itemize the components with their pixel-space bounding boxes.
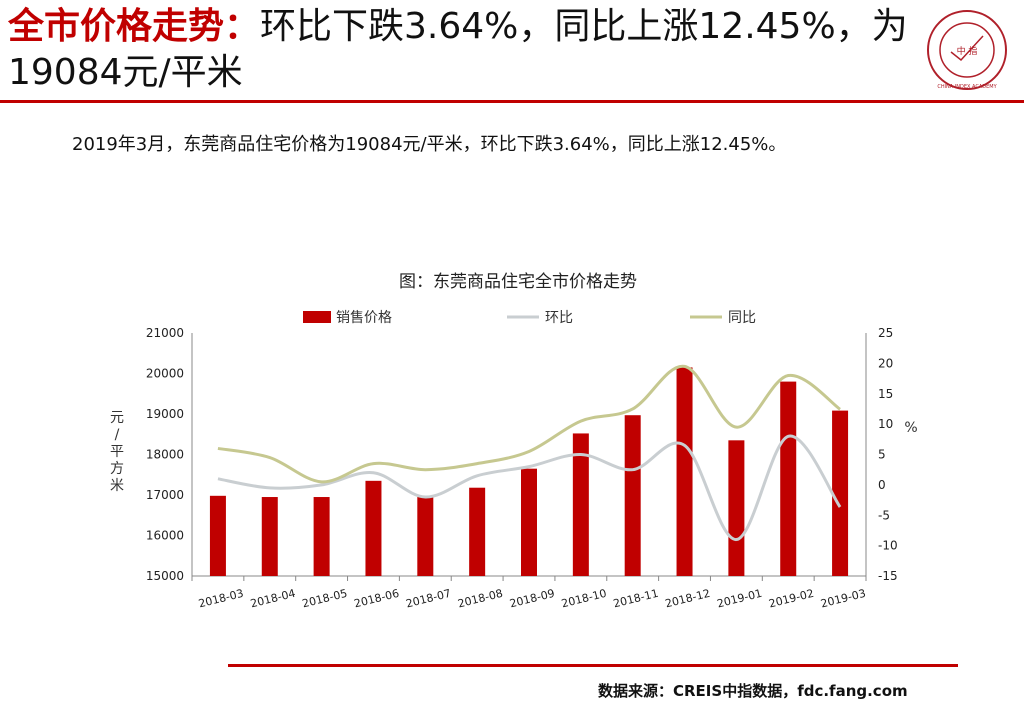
x-axis-tick-label: 2018-03 (197, 587, 245, 611)
bar-sales-price (209, 495, 226, 576)
logo-ring-text: CHINA INDEX ACADEMY (937, 84, 997, 90)
bar-sales-price (728, 440, 745, 576)
x-axis-tick-label: 2018-07 (405, 587, 453, 611)
left-axis-tick-label: 21000 (146, 326, 184, 340)
bar-sales-price (780, 381, 797, 576)
x-axis-tick-label: 2018-12 (664, 587, 712, 611)
bar-sales-price (676, 367, 693, 576)
left-axis-label: 平 (110, 444, 124, 460)
bar-sales-price (521, 468, 537, 576)
left-axis-label: / (115, 427, 120, 443)
left-axis-tick-label: 17000 (146, 488, 184, 502)
x-axis-tick-label: 2018-04 (249, 587, 297, 611)
page-title-lead: 全市价格走势： (8, 6, 261, 47)
x-axis-tick-label: 2018-05 (301, 587, 349, 611)
right-axis-tick-label: -10 (878, 539, 898, 553)
bar-sales-price (261, 497, 278, 576)
left-axis-tick-label: 18000 (146, 448, 184, 462)
right-axis-tick-label: 5 (878, 448, 886, 462)
summary-text: 2019年3月，东莞商品住宅价格为19084元/平米，环比下跌3.64%，同比上… (72, 134, 787, 155)
bar-sales-price (469, 487, 486, 576)
right-axis-tick-label: -15 (878, 569, 898, 583)
china-index-academy-logo: 中 指 CHINA INDEX ACADEMY (927, 10, 1007, 90)
left-axis-label: 元 (110, 410, 124, 426)
left-axis-tick-label: 15000 (146, 569, 184, 583)
x-axis-tick-label: 2018-09 (508, 587, 556, 611)
bar-sales-price (572, 433, 589, 576)
line-mom (217, 434, 842, 542)
left-axis-label: 米 (110, 478, 124, 494)
data-source: 数据来源：CREIS中指数据，fdc.fang.com (598, 682, 908, 700)
legend-label: 环比 (545, 310, 573, 326)
right-axis-label: % (904, 420, 917, 436)
left-axis-tick-label: 19000 (146, 407, 184, 421)
bar-sales-price (417, 497, 434, 576)
x-axis-tick-label: 2019-03 (819, 587, 867, 611)
chart-title: 图：东莞商品住宅全市价格走势 (399, 272, 637, 292)
x-axis-tick-label: 2018-08 (456, 587, 504, 611)
right-axis-tick-label: 20 (878, 356, 893, 370)
title-divider (0, 100, 1024, 103)
right-axis-tick-label: 0 (878, 478, 886, 492)
x-axis-tick-label: 2018-06 (353, 587, 401, 611)
x-axis-tick-label: 2019-02 (768, 587, 816, 611)
footer-divider (228, 664, 958, 667)
logo-text: 中 指 (957, 45, 978, 57)
legend-swatch-bar (303, 311, 331, 323)
legend-label: 销售价格 (336, 310, 392, 326)
right-axis-tick-label: -5 (878, 508, 890, 522)
right-axis-tick-label: 25 (878, 326, 893, 340)
bar-sales-price (313, 497, 330, 576)
right-axis-tick-label: 10 (878, 417, 893, 431)
left-axis-tick-label: 20000 (146, 367, 184, 381)
bar-sales-price (832, 410, 849, 576)
x-axis-tick-label: 2018-10 (560, 587, 608, 611)
left-axis-label: 方 (110, 461, 124, 477)
right-axis-tick-label: 15 (878, 387, 893, 401)
page-title-rest: 环比下跌3.64%，同比上涨12.45%，为19084元/平米 (8, 6, 908, 93)
x-axis-tick-label: 2019-01 (716, 587, 764, 611)
line-yoy (217, 364, 841, 484)
page-title: 全市价格走势：环比下跌3.64%，同比上涨12.45%，为19084元/平米 (8, 4, 908, 96)
bar-sales-price (624, 415, 641, 576)
left-axis-tick-label: 16000 (146, 529, 184, 543)
x-axis-tick-label: 2018-11 (612, 587, 660, 611)
legend-label: 同比 (728, 310, 756, 326)
bar-sales-price (365, 480, 382, 576)
